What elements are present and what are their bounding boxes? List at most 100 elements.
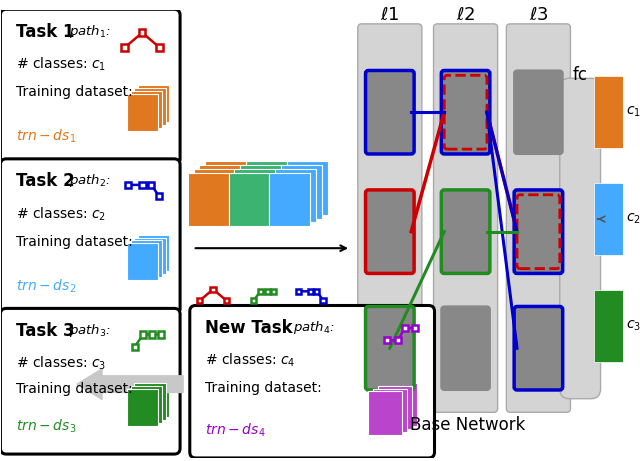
FancyBboxPatch shape <box>365 71 414 154</box>
Text: $\ell 3$: $\ell 3$ <box>529 6 548 24</box>
FancyBboxPatch shape <box>251 298 256 303</box>
Text: $c_3$: $c_3$ <box>626 319 640 333</box>
FancyBboxPatch shape <box>140 182 145 188</box>
Polygon shape <box>205 161 246 215</box>
Text: Training dataset:: Training dataset: <box>16 382 132 396</box>
Polygon shape <box>281 165 322 219</box>
FancyBboxPatch shape <box>442 71 490 154</box>
FancyBboxPatch shape <box>125 182 131 188</box>
Text: $c_2$: $c_2$ <box>626 212 640 226</box>
Text: $path_3$:: $path_3$: <box>69 322 111 339</box>
Text: Task 1: Task 1 <box>16 23 74 41</box>
Polygon shape <box>269 173 310 226</box>
FancyBboxPatch shape <box>594 183 623 255</box>
Text: $path_4$:: $path_4$: <box>292 319 335 336</box>
FancyBboxPatch shape <box>211 287 216 292</box>
FancyBboxPatch shape <box>514 71 563 154</box>
Polygon shape <box>127 243 157 280</box>
FancyBboxPatch shape <box>314 289 319 294</box>
Polygon shape <box>138 380 170 417</box>
Text: # classes: $c_1$: # classes: $c_1$ <box>16 56 106 73</box>
FancyBboxPatch shape <box>514 190 563 273</box>
Text: $c_1$: $c_1$ <box>626 105 640 119</box>
FancyBboxPatch shape <box>594 290 623 362</box>
Text: New Task: New Task <box>205 319 293 337</box>
FancyBboxPatch shape <box>140 331 147 337</box>
FancyBboxPatch shape <box>358 24 422 412</box>
FancyBboxPatch shape <box>156 193 162 199</box>
Polygon shape <box>127 94 157 130</box>
Polygon shape <box>246 161 287 215</box>
Text: $trn-ds_2$: $trn-ds_2$ <box>16 278 76 295</box>
FancyBboxPatch shape <box>321 298 326 303</box>
FancyBboxPatch shape <box>395 337 401 343</box>
FancyBboxPatch shape <box>264 289 269 294</box>
FancyBboxPatch shape <box>148 182 154 188</box>
Polygon shape <box>188 173 228 226</box>
FancyBboxPatch shape <box>506 24 570 412</box>
FancyBboxPatch shape <box>271 289 276 294</box>
Polygon shape <box>368 391 402 435</box>
FancyBboxPatch shape <box>560 78 600 399</box>
FancyBboxPatch shape <box>365 71 414 154</box>
FancyBboxPatch shape <box>122 44 128 51</box>
FancyBboxPatch shape <box>514 307 563 390</box>
Text: Base Network: Base Network <box>410 416 525 434</box>
Polygon shape <box>373 389 407 432</box>
Polygon shape <box>138 235 170 272</box>
Text: $\ell 2$: $\ell 2$ <box>456 6 476 24</box>
Text: $path_1$:: $path_1$: <box>69 23 111 40</box>
FancyBboxPatch shape <box>1 159 180 314</box>
Text: Training dataset:: Training dataset: <box>205 381 322 395</box>
FancyBboxPatch shape <box>365 190 414 273</box>
Polygon shape <box>138 85 170 122</box>
FancyBboxPatch shape <box>1 9 180 165</box>
Text: fc: fc <box>573 66 588 84</box>
Text: # classes: $c_3$: # classes: $c_3$ <box>16 355 106 372</box>
Polygon shape <box>134 383 166 420</box>
Text: $trn-ds_3$: $trn-ds_3$ <box>16 417 76 435</box>
Polygon shape <box>240 165 281 219</box>
FancyBboxPatch shape <box>308 289 312 294</box>
Polygon shape <box>131 91 162 128</box>
Text: Training dataset:: Training dataset: <box>16 85 132 99</box>
FancyBboxPatch shape <box>365 190 414 273</box>
Text: Task 2: Task 2 <box>16 172 75 190</box>
FancyBboxPatch shape <box>258 289 263 294</box>
FancyBboxPatch shape <box>365 307 414 390</box>
FancyBboxPatch shape <box>157 331 164 337</box>
Polygon shape <box>200 165 240 219</box>
FancyBboxPatch shape <box>412 325 419 331</box>
FancyBboxPatch shape <box>139 30 145 36</box>
Polygon shape <box>194 169 234 223</box>
Polygon shape <box>383 383 417 426</box>
Text: Training dataset:: Training dataset: <box>16 235 132 248</box>
Text: Task 3: Task 3 <box>16 322 75 340</box>
FancyBboxPatch shape <box>442 71 490 154</box>
Polygon shape <box>275 169 316 223</box>
Text: $trn-ds_1$: $trn-ds_1$ <box>16 128 76 145</box>
FancyBboxPatch shape <box>365 307 414 390</box>
FancyBboxPatch shape <box>131 343 138 350</box>
FancyBboxPatch shape <box>442 190 490 273</box>
FancyBboxPatch shape <box>197 298 202 303</box>
FancyBboxPatch shape <box>1 308 180 454</box>
FancyBboxPatch shape <box>442 307 490 390</box>
FancyBboxPatch shape <box>514 307 563 390</box>
Polygon shape <box>378 385 412 429</box>
Polygon shape <box>134 88 166 125</box>
FancyBboxPatch shape <box>442 190 490 273</box>
Text: # classes: $c_4$: # classes: $c_4$ <box>205 352 296 370</box>
FancyBboxPatch shape <box>296 289 301 294</box>
Polygon shape <box>131 241 162 278</box>
Polygon shape <box>134 237 166 274</box>
Text: $trn-ds_4$: $trn-ds_4$ <box>205 421 266 438</box>
FancyBboxPatch shape <box>433 24 498 412</box>
FancyBboxPatch shape <box>149 331 156 337</box>
Polygon shape <box>127 389 157 426</box>
FancyBboxPatch shape <box>402 325 408 331</box>
FancyBboxPatch shape <box>156 44 163 51</box>
Text: $path_2$:: $path_2$: <box>69 172 111 189</box>
FancyBboxPatch shape <box>384 337 390 343</box>
Polygon shape <box>287 161 328 215</box>
